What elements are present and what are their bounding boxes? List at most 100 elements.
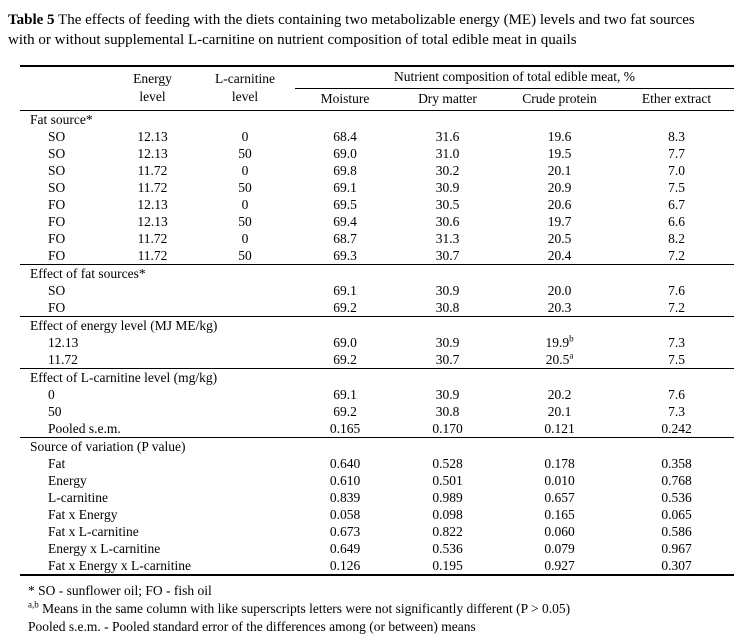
table-row: FO 69.2 30.8 20.3 7.2: [20, 299, 734, 317]
header-crude-protein: Crude protein: [500, 88, 619, 111]
table-row: SO 69.1 30.9 20.0 7.6: [20, 282, 734, 299]
section-header: Effect of fat sources*: [20, 264, 735, 282]
section-header: Effect of energy level (MJ ME/kg): [20, 316, 735, 334]
value-cell-ether-extract: 6.6: [668, 214, 685, 229]
value-cell-moisture: 0.126: [329, 558, 361, 573]
value-cell-moisture: 69.1: [333, 283, 357, 298]
value-cell-dry-matter: 30.6: [435, 214, 460, 229]
header-moisture: Moisture: [295, 88, 395, 111]
value-cell-crude-protein: 19.7: [547, 214, 572, 229]
row-label-cell: SO: [48, 180, 66, 195]
value-cell-crude-protein: 20.0: [547, 283, 572, 298]
energy-level-cell: 11.72: [137, 163, 168, 178]
table-row: FO 11.72 0 68.7 31.3 20.5 8.2: [20, 230, 734, 247]
value-cell-dry-matter: 30.8: [435, 300, 460, 315]
value-cell-ether-extract: 6.7: [668, 197, 685, 212]
row-label-cell: SO: [48, 283, 66, 298]
value-cell-moisture: 69.2: [333, 300, 357, 315]
value-cell-moisture: 69.0: [333, 146, 357, 161]
row-label-cell: FO: [48, 248, 66, 263]
value-cell-moisture: 0.673: [329, 524, 361, 539]
value-cell-moisture: 69.3: [333, 248, 357, 263]
header-row-2: Moisture Dry matter Crude protein Ether …: [20, 88, 735, 111]
row-label-cell: 11.72: [48, 352, 78, 367]
row-label-cell: 0: [48, 387, 55, 402]
table-row: FO 12.13 0 69.5 30.5 20.6 6.7: [20, 196, 734, 213]
row-label-cell: SO: [48, 163, 66, 178]
value-cell-dry-matter: 31.6: [435, 129, 460, 144]
value-cell-crude-protein: 0.178: [544, 456, 575, 471]
table-row: Fat x L-carnitine 0.673 0.822 0.060 0.586: [20, 523, 734, 540]
value-cell-moisture: 0.649: [329, 541, 361, 556]
value-cell-ether-extract: 7.5: [668, 352, 685, 367]
value-cell-crude-protein: 19.6: [547, 129, 572, 144]
energy-level-cell: 12.13: [137, 197, 168, 212]
header-empty-cell: [20, 66, 110, 111]
header-carnitine-line1: L-carnitine: [215, 71, 275, 86]
section-header-row: Fat source*: [20, 110, 735, 128]
value-cell-crude-protein: 20.4: [547, 248, 572, 263]
value-cell-crude-protein: 20.6: [547, 197, 572, 212]
value-cell-moisture: 69.8: [333, 163, 357, 178]
header-carnitine-level: L-carnitine level: [195, 66, 295, 111]
row-label-cell: Pooled s.e.m.: [48, 421, 121, 436]
value-cell-dry-matter: 0.501: [432, 473, 463, 488]
value-cell-moisture: 69.4: [333, 214, 357, 229]
value-cell-dry-matter: 30.9: [435, 283, 460, 298]
footnote-superscript-marker: a,b: [28, 599, 39, 610]
table-row: 12.13 69.0 30.9 19.9b 7.3: [20, 334, 734, 351]
value-cell-dry-matter: 30.9: [435, 387, 460, 402]
row-label-cell: SO: [48, 146, 66, 161]
footnotes: * SO - sunflower oil; FO - fish oil a,b …: [28, 582, 740, 636]
table-row: Energy x L-carnitine 0.649 0.536 0.079 0.967: [20, 540, 734, 557]
significance-superscript: a: [569, 350, 574, 361]
row-label-cell: FO: [48, 214, 66, 229]
nutrient-composition-table: Energy level L-carnitine level Nutrient co…: [20, 65, 735, 576]
value-cell-ether-extract: 7.5: [668, 180, 685, 195]
value-cell-dry-matter: 30.7: [435, 248, 460, 263]
value-cell-dry-matter: 0.822: [432, 524, 463, 539]
value-cell-dry-matter: 0.170: [432, 421, 463, 436]
table-number: Table 5: [8, 12, 55, 28]
value-cell-crude-protein: 20.1: [547, 404, 572, 419]
footnote-pooled-sem: Pooled s.e.m. - Pooled standard error of…: [28, 619, 476, 634]
value-cell-crude-protein: 0.927: [544, 558, 575, 573]
row-label-cell: FO: [48, 300, 66, 315]
value-cell-moisture: 69.1: [333, 387, 357, 402]
table-row: 50 69.2 30.8 20.1 7.3: [20, 403, 734, 420]
table-header: Energy level L-carnitine level Nutrient co…: [20, 66, 735, 111]
energy-level-cell: 11.72: [137, 231, 168, 246]
value-cell-crude-protein: 0.121: [544, 421, 575, 436]
table-caption-text: The effects of feeding with the diets co…: [8, 12, 695, 48]
carnitine-level-cell: 0: [241, 197, 249, 212]
header-ether-extract: Ether extract: [619, 88, 735, 111]
value-cell-dry-matter: 30.8: [435, 404, 460, 419]
value-cell-crude-protein: 20.9: [547, 180, 572, 195]
table-row: Fat x Energy x L-carnitine 0.126 0.195 0.92…: [20, 557, 734, 575]
row-label-cell: Fat x L-carnitine: [48, 524, 139, 539]
value-cell-crude-protein: 0.060: [544, 524, 575, 539]
table-caption: Table 5 The effects of feeding with the …: [8, 10, 720, 50]
row-label-cell: FO: [48, 231, 66, 246]
value-cell-dry-matter: 31.3: [435, 231, 460, 246]
energy-level-cell: 12.13: [137, 214, 168, 229]
table-row: SO 12.13 50 69.0 31.0 19.5 7.7: [20, 145, 734, 162]
value-cell-crude-protein: 19.5: [547, 146, 572, 161]
value-cell-moisture: 68.7: [333, 231, 357, 246]
value-cell-crude-protein: 20.2: [547, 387, 572, 402]
value-cell-dry-matter: 30.2: [435, 163, 460, 178]
energy-level-cell: 11.72: [137, 248, 168, 263]
value-cell-moisture: 69.2: [333, 404, 357, 419]
value-cell-ether-extract: 7.2: [668, 300, 685, 315]
value-cell-moisture: 69.0: [333, 335, 357, 350]
header-energy-line1: Energy: [133, 71, 172, 86]
value-cell-moisture: 0.165: [329, 421, 361, 436]
value-cell-moisture: 0.640: [329, 456, 361, 471]
value-cell-crude-protein: 20.1: [547, 163, 572, 178]
value-cell-ether-extract: 7.2: [668, 248, 685, 263]
value-cell-ether-extract: 0.536: [661, 490, 692, 505]
value-cell-dry-matter: 0.098: [432, 507, 463, 522]
value-cell-crude-protein: 0.657: [544, 490, 575, 505]
value-cell-crude-protein: 0.010: [544, 473, 575, 488]
table-row: SO 11.72 50 69.1 30.9 20.9 7.5: [20, 179, 734, 196]
